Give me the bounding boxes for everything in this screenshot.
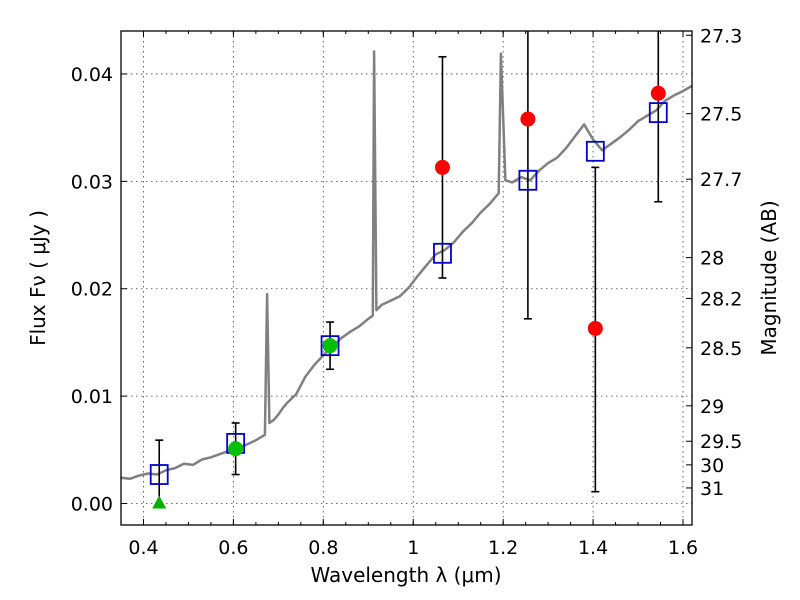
y2-tick-label: 31 [700,478,724,500]
model-point [585,140,605,162]
y2-tick-label: 30 [700,455,724,477]
y-tick-label: 0.00 [71,494,113,516]
y-tick-label: 0.03 [71,171,113,193]
detection-point [322,338,338,354]
y-tick-label: 0.04 [71,64,113,86]
x-tick-label: 1.2 [488,537,518,559]
model-point [648,102,668,124]
y2-axis-label: Magnitude (AB) [757,200,781,355]
x-tick-label: 1.4 [578,537,608,559]
y2-tick-label: 28 [700,248,724,270]
nondetection-point [650,85,666,101]
y2-tick-label: 29.5 [700,431,742,453]
x-tick-label: 1.6 [668,537,698,559]
tick-layer: 0.4 0.6 0.8 1 1.2 1.4 1.6 0.00 0.01 0.02 0.03 0.04 2… [71,25,743,559]
model-point [149,464,169,485]
model-point [518,169,538,191]
plot-frame [120,30,693,526]
y-tick-label: 0.02 [71,279,113,301]
sed-line [121,50,692,481]
detection-point [228,441,244,457]
plot-area [121,31,692,509]
grid-layer [121,31,692,525]
y2-tick-label: 27.7 [700,169,742,191]
x-axis-label: Wavelength λ (μm) [310,563,501,587]
y2-tick-label: 28.2 [700,288,742,310]
model-point [433,242,452,264]
x-tick-label: 0.8 [308,537,338,559]
y2-tick-label: 27.5 [700,104,742,126]
y2-tick-label: 27.3 [700,25,742,47]
y-axis-label: Flux Fν ( μJy ) [26,210,50,346]
nondetection-point [587,320,603,336]
model-point [320,335,340,357]
series-layer [121,31,692,509]
nondetection-point [520,111,536,127]
x-tick-label: 0.4 [128,537,158,559]
y2-tick-label: 29 [700,396,724,418]
upper-limit-point [152,495,167,509]
x-tick-label: 1 [407,537,419,559]
x-tick-label: 0.6 [218,537,248,559]
y-tick-label: 0.01 [71,386,113,408]
nondetection-point [434,159,450,175]
y2-tick-label: 28.5 [700,338,742,360]
